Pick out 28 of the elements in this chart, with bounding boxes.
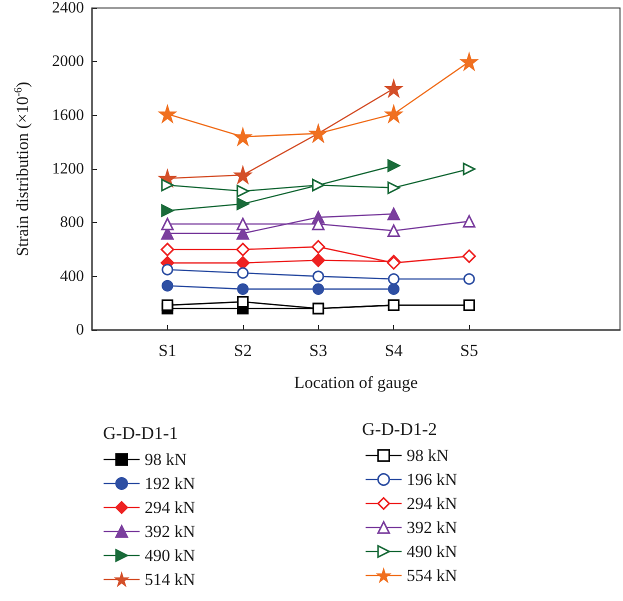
legend-label: 192 kN — [144, 474, 196, 493]
y-tick-label: 1200 — [52, 160, 84, 178]
legend-label: 196 kN — [406, 470, 458, 489]
legend-label: 294 kN — [144, 498, 196, 517]
x-axis-title: Location of gauge — [294, 373, 418, 392]
y-tick-label: 0 — [76, 322, 84, 338]
legend-label: 490 kN — [144, 546, 196, 565]
legend-label: 392 kN — [144, 522, 196, 541]
legend-label: 98 kN — [144, 450, 187, 469]
text: G-D-D1-2 — [362, 419, 437, 439]
text: G-D-D1-1 — [103, 423, 178, 443]
y-tick-label: 2000 — [52, 53, 84, 70]
legend-label: 98 kN — [406, 446, 449, 465]
legend-label: 554 kN — [406, 566, 458, 585]
y-tick-label: 1600 — [52, 106, 84, 124]
x-tick-label: S5 — [460, 341, 478, 360]
y-tick-label: 400 — [60, 268, 84, 285]
y-tick-label: 2400 — [52, 0, 84, 16]
y-axis-title: Strain distribution (×10-6) — [12, 82, 32, 256]
x-tick-label: S3 — [309, 341, 328, 360]
x-tick-label: S4 — [384, 341, 404, 360]
legend-label: 490 kN — [406, 542, 458, 561]
x-tick-label: S2 — [234, 341, 252, 360]
y-tick-label: 800 — [60, 214, 84, 232]
x-tick-label: S1 — [158, 341, 176, 360]
legend-label: 514 kN — [144, 570, 196, 589]
legend-label: 392 kN — [406, 518, 458, 537]
legend-label: 294 kN — [406, 494, 458, 513]
